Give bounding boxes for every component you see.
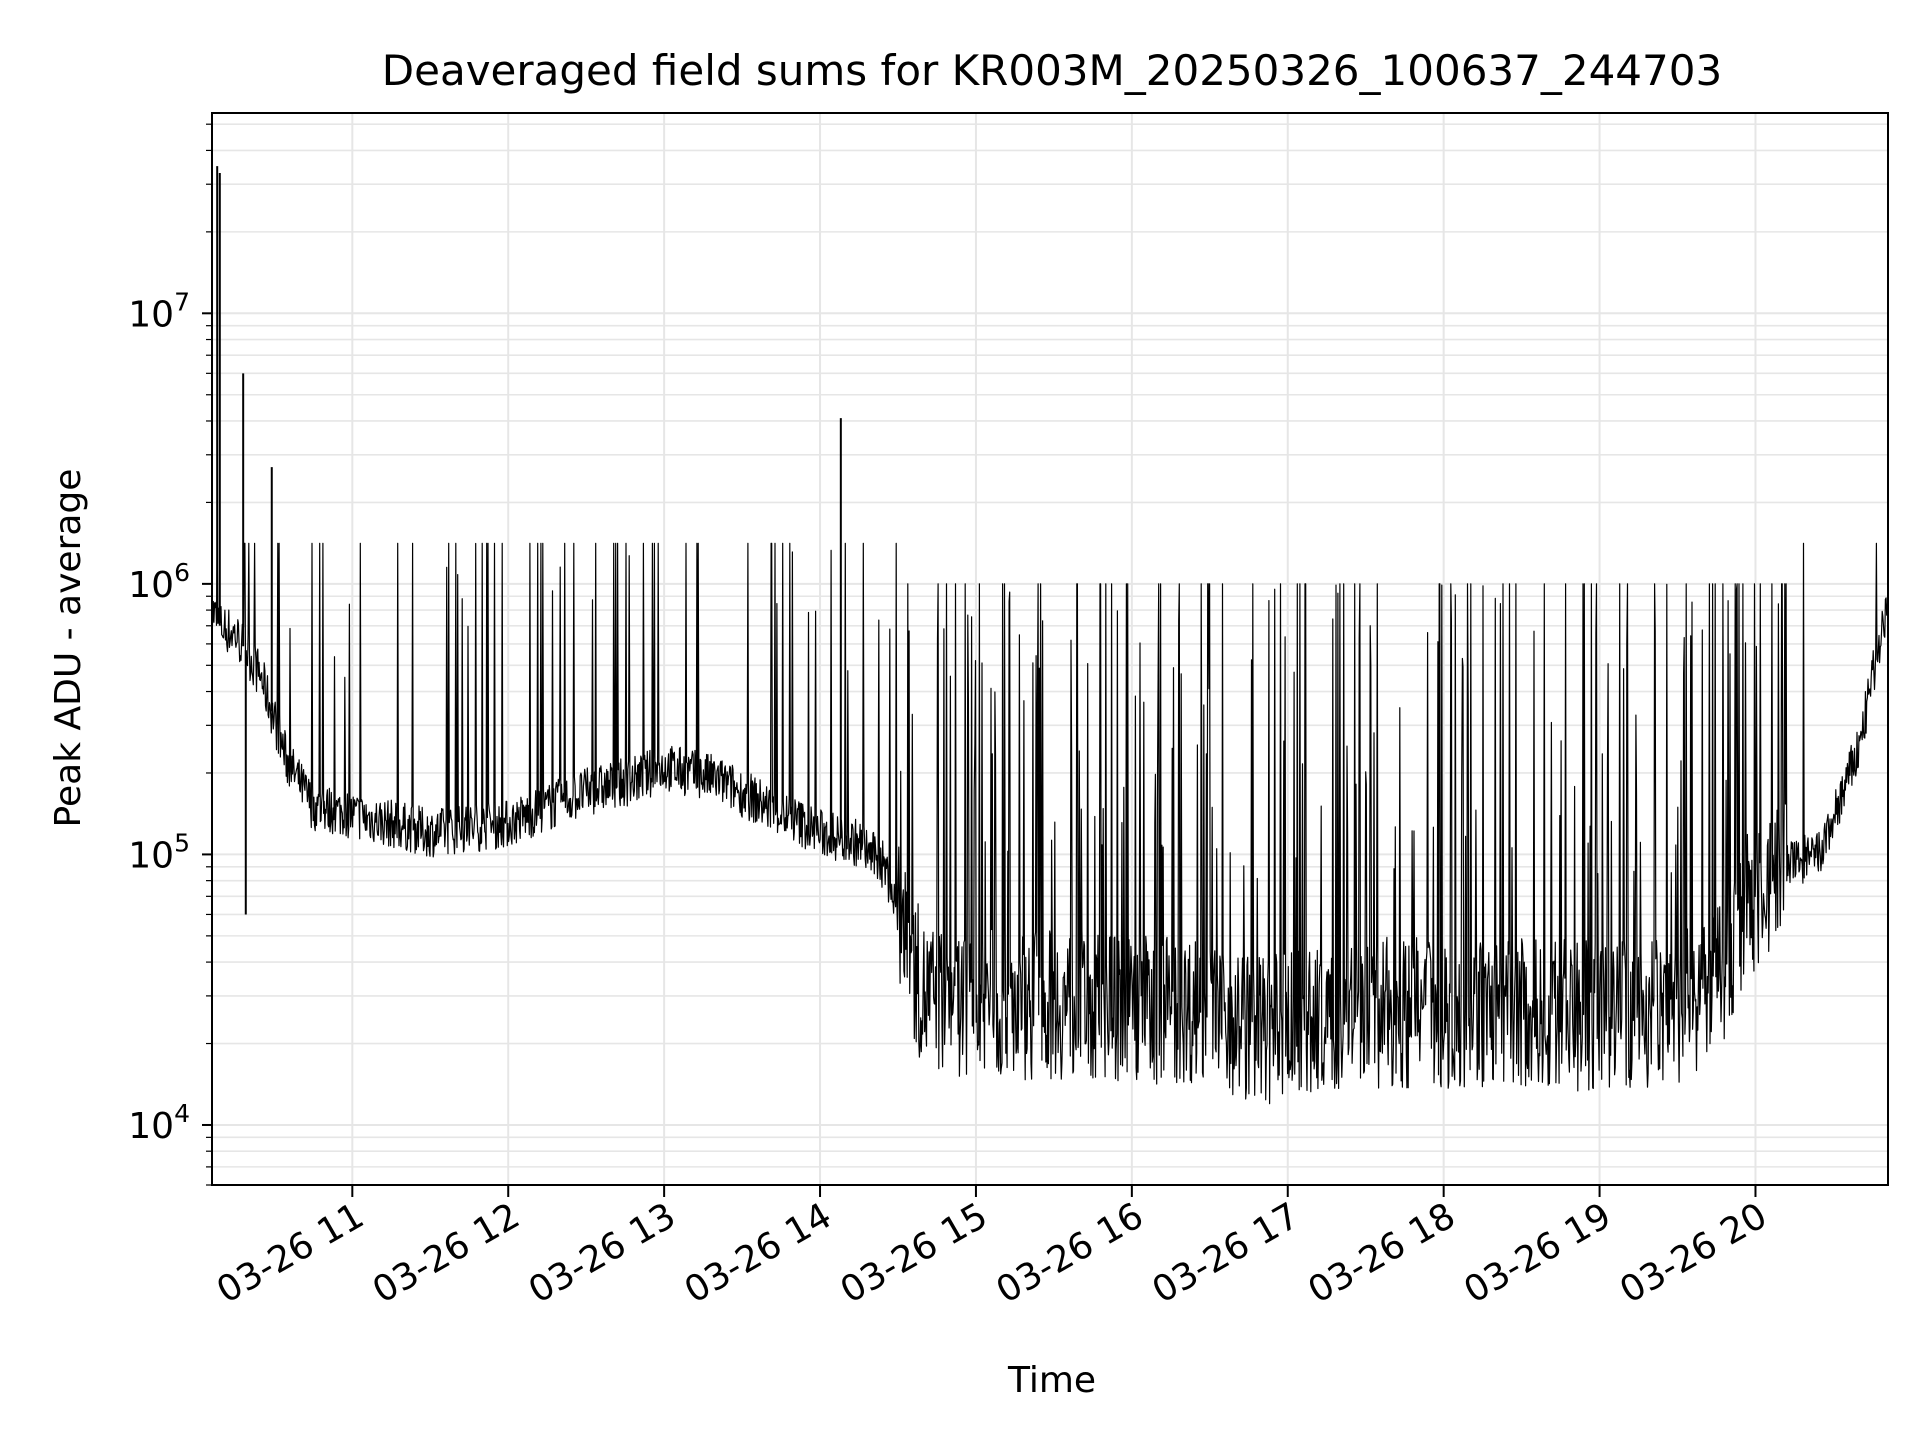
series-line <box>211 542 1889 1105</box>
y-tick-label: 107 <box>128 287 190 335</box>
grid-layer <box>212 113 1888 1186</box>
y-tick-label: 104 <box>128 1099 190 1147</box>
plot-frame <box>211 112 1889 1186</box>
x-tick-label: 03-26 16 <box>990 1195 1151 1311</box>
x-tick-label: 03-26 17 <box>1146 1195 1307 1311</box>
y-tick-label: 105 <box>128 828 190 876</box>
chart-title: Deaveraged field sums for KR003M_2025032… <box>382 46 1722 95</box>
x-tick-label: 03-26 11 <box>210 1195 371 1311</box>
x-tick-label: 03-26 13 <box>522 1195 683 1311</box>
x-tick-label: 03-26 12 <box>366 1195 527 1311</box>
x-tick-label: 03-26 18 <box>1301 1195 1462 1311</box>
x-tick-label: 03-26 14 <box>678 1195 839 1311</box>
y-axis-label: Peak ADU - average <box>48 469 89 828</box>
y-tick-label: 106 <box>128 558 190 606</box>
x-axis-label: Time <box>1007 1360 1096 1401</box>
x-tick-label: 03-26 20 <box>1613 1195 1774 1311</box>
plot-layer <box>211 166 1889 1105</box>
x-tick-label: 03-26 15 <box>834 1195 995 1311</box>
x-tick-label: 03-26 19 <box>1457 1195 1618 1311</box>
